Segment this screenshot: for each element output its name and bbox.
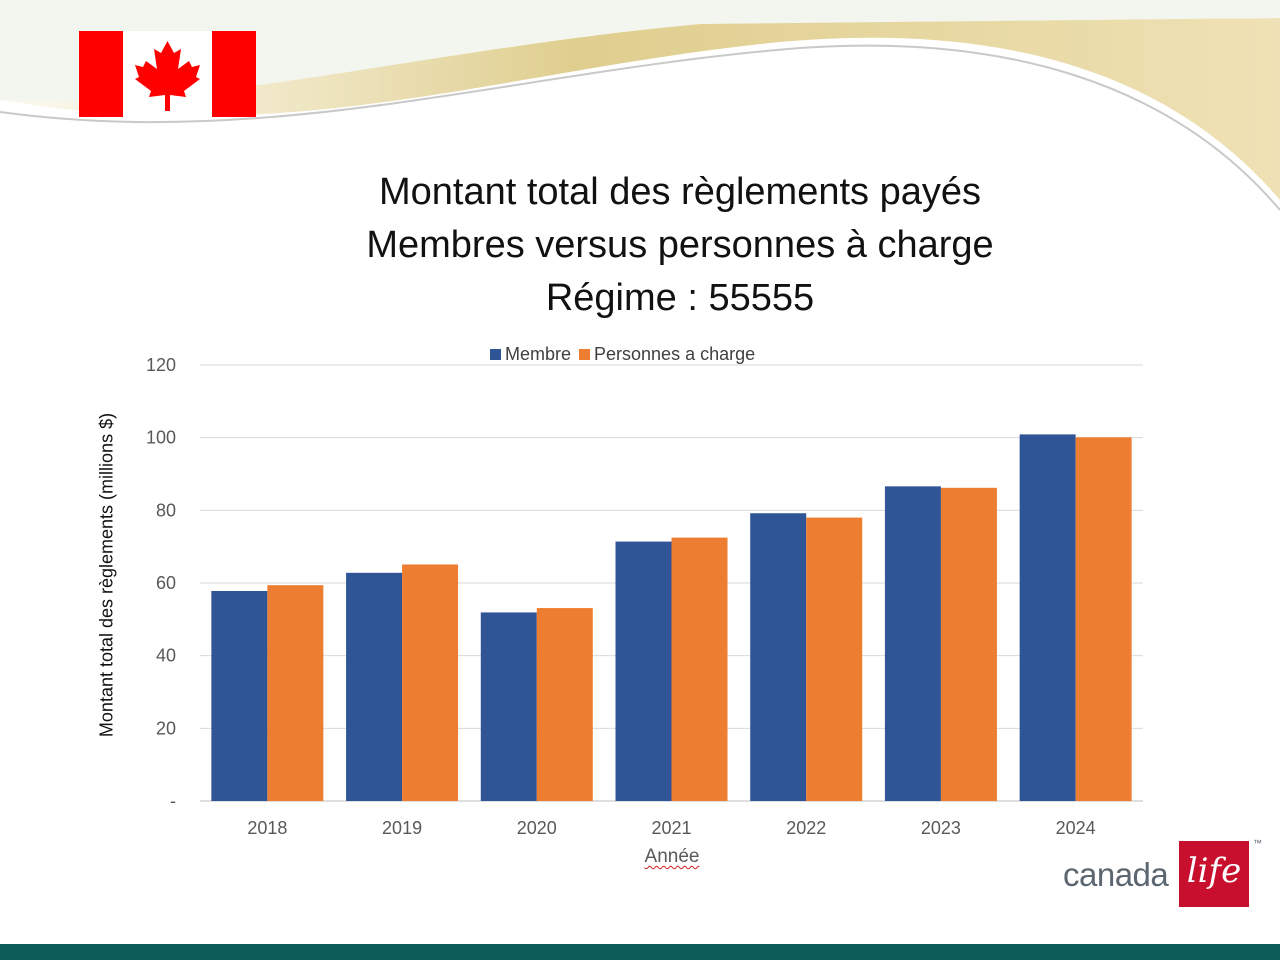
y-tick-label: - [170,791,176,811]
legend-item-membre: Membre [490,344,571,365]
bar-membre-2022 [750,513,807,801]
y-tick-label: 120 [146,355,176,375]
x-axis-title: Année [644,846,700,867]
bar-membre-2020 [480,612,537,801]
legend-label-personnes: Personnes a charge [594,343,756,364]
logo-wordmark: canada [1063,856,1169,893]
y-tick-label: 60 [156,573,176,593]
chart-title: Montant total des règlements payés Membr… [200,166,1160,325]
y-tick-label: 100 [146,428,176,448]
x-tick-label: 2018 [247,818,287,838]
chart-legend: Membre Personnes a charge [490,342,763,366]
bar-personnes-2021 [671,537,728,801]
legend-label-membre: Membre [505,343,572,364]
title-line-2: Membres versus personnes à charge [366,224,994,266]
x-tick-label: 2021 [651,818,691,838]
bar-membre-2023 [884,486,941,801]
title-line-3: Régime : 55555 [545,277,815,319]
x-tick-label: 2022 [786,818,826,838]
bar-membre-2018 [211,590,268,801]
legend-swatch-personnes [579,348,591,360]
canada-life-logo: canada life ™ [1063,838,1273,910]
x-tick-label: 2020 [517,818,557,838]
bar-personnes-2020 [536,608,593,801]
x-tick-label: 2024 [1056,818,1096,838]
bar-personnes-2018 [267,585,324,801]
canada-flag-icon [79,31,256,117]
y-tick-label: 80 [156,500,176,520]
logo-red-box: life [1179,841,1249,907]
y-tick-label: 40 [156,646,176,666]
title-line-1: Montant total des règlements payés [378,171,981,213]
x-tick-label: 2023 [921,818,961,838]
bar-membre-2024 [1019,434,1076,801]
bar-membre-2021 [615,541,672,801]
bar-personnes-2023 [940,487,997,801]
y-tick-label: 20 [156,718,176,738]
logo-trademark: ™ [1253,838,1262,848]
bar-personnes-2019 [402,564,459,801]
x-tick-label: 2019 [382,818,422,838]
logo-script: life [1186,851,1242,891]
bar-membre-2019 [346,572,403,801]
bar-personnes-2022 [806,517,863,801]
legend-swatch-membre [490,348,501,360]
y-axis-title: Montant total des règlements (millions $… [96,412,117,738]
footer-bar [0,944,1280,960]
bar-personnes-2024 [1075,437,1132,801]
legend-item-personnes: Personnes a charge [579,344,755,365]
